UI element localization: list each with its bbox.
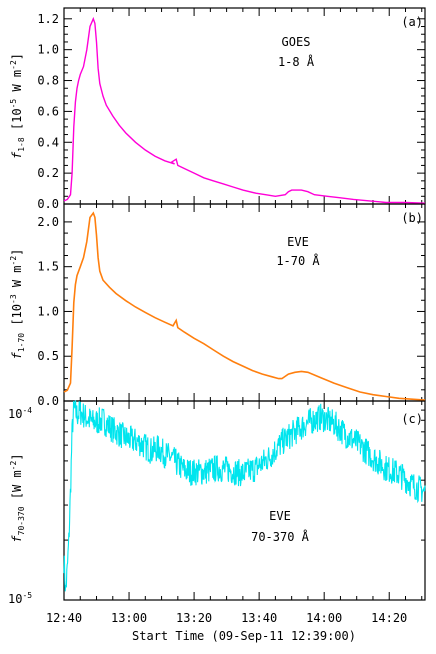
panel-c-ylabel-symbol: f: [10, 535, 24, 543]
y-tick-label: 0.4: [37, 135, 59, 149]
y-tick-label: 0.0: [37, 394, 59, 408]
panel-a-ylabel-exp: -5: [9, 99, 18, 109]
panel-b-ylabel-symbol: f: [10, 351, 24, 359]
y-tick-label: 2.0: [37, 215, 59, 229]
x-tick-label: 14:20: [371, 611, 407, 625]
panel-a-series-line: [63, 16, 426, 204]
y-tick-label: 0.8: [37, 74, 59, 88]
panel-c-ytick-bottom-exp: -5: [22, 591, 32, 600]
x-tick-label: 13:00: [111, 611, 147, 625]
x-tick-label: 13:20: [176, 611, 212, 625]
panel-b: 0.0 0.5 1.0 1.5 2.0 (b) EVE 1-70 Å f1-70 [10…: [9, 203, 426, 408]
panel-c-series-line: [63, 400, 426, 592]
panel-c-ylabel-close: ]: [10, 453, 24, 460]
panel-a-ylabel-units2: W m: [10, 70, 24, 99]
panel-b-label: (b): [401, 211, 423, 225]
panel-b-ylabel-close: ]: [10, 249, 24, 256]
y-tick-label: 0.2: [37, 166, 59, 180]
panel-a-label: (a): [401, 15, 423, 29]
panel-b-ylabel-units: [10: [10, 304, 24, 333]
panel-b-annotation-line1: EVE: [287, 235, 309, 249]
panel-c-annotation-line1: EVE: [269, 509, 291, 523]
panel-a-ylabel-symbol: f: [10, 151, 24, 159]
panel-c-ylabel-units: [W m: [10, 470, 24, 506]
panel-c-ylabel-sub: 70-370: [17, 506, 26, 535]
panel-a: 0.0 0.2 0.4 0.6 0.8 1.0 1.2 (a) GOES 1-8 Å f1-…: [9, 7, 426, 211]
panel-a-annotation-line1: GOES: [282, 35, 311, 49]
panel-a-ylabel-sub: 1-8: [17, 137, 26, 152]
y-tick-label: 0.5: [37, 349, 59, 363]
panel-c-ytick-bottom: 10-5: [8, 591, 32, 606]
panel-b-frame: [63, 203, 426, 402]
panel-a-ylabel-exp2: -2: [9, 60, 18, 70]
panel-c-ylabel: f70-370 [W m-2]: [9, 453, 26, 542]
panel-a-ylabel-close: ]: [10, 53, 24, 60]
panel-b-annotation-line2: 1-70 Å: [276, 253, 320, 268]
panel-a-ticks: 0.0 0.2 0.4 0.6 0.8 1.0 1.2: [37, 8, 425, 211]
panel-a-frame: [63, 7, 426, 205]
panel-c-ytick-bottom-base: 10: [8, 592, 22, 606]
panel-b-series-line: [63, 211, 426, 401]
panel-c-ylabel-exp: -2: [9, 460, 18, 470]
y-tick-label: 0.0: [37, 197, 59, 211]
panel-b-ylabel-exp2: -2: [9, 256, 18, 266]
panel-c: (c) EVE 70-370 Å 10-4 10-5 f70-370 [W m-…: [8, 400, 426, 606]
x-tick-label: 13:40: [241, 611, 277, 625]
panel-a-annotation-line2: 1-8 Å: [278, 54, 315, 69]
panel-b-ylabel-sub: 1-70: [17, 333, 26, 352]
panel-c-frame: [63, 400, 426, 601]
y-tick-label: 1.0: [37, 304, 59, 318]
panel-c-ytick-top-exp: -4: [22, 406, 32, 415]
panel-c-annotation-line2: 70-370 Å: [251, 529, 310, 544]
panel-b-ticks: 0.0 0.5 1.0 1.5 2.0: [37, 204, 425, 408]
panel-a-ylabel-units: [10: [10, 108, 24, 137]
panel-b-ylabel-exp: -3: [9, 294, 18, 304]
panel-c-ticks: [63, 401, 425, 600]
y-tick-label: 1.0: [37, 43, 59, 57]
x-axis-title: Start Time (09-Sep-11 12:39:00): [132, 629, 356, 643]
panel-b-ylabel-units2: W m: [10, 265, 24, 294]
panel-b-ylabel: f1-70 [10-3 W m-2]: [9, 249, 26, 360]
y-tick-label: 1.5: [37, 260, 59, 274]
y-tick-label: 1.2: [37, 12, 59, 26]
y-tick-label: 0.6: [37, 104, 59, 118]
panel-c-ytick-top-base: 10: [8, 407, 22, 421]
panel-c-label: (c): [401, 412, 423, 426]
x-tick-labels: 12:40 13:00 13:20 13:40 14:00 14:20: [46, 611, 407, 625]
panel-a-ylabel: f1-8 [10-5 W m-2]: [9, 53, 26, 159]
x-tick-label: 12:40: [46, 611, 82, 625]
panel-c-ytick-top: 10-4: [8, 406, 32, 421]
x-tick-label: 14:00: [306, 611, 342, 625]
